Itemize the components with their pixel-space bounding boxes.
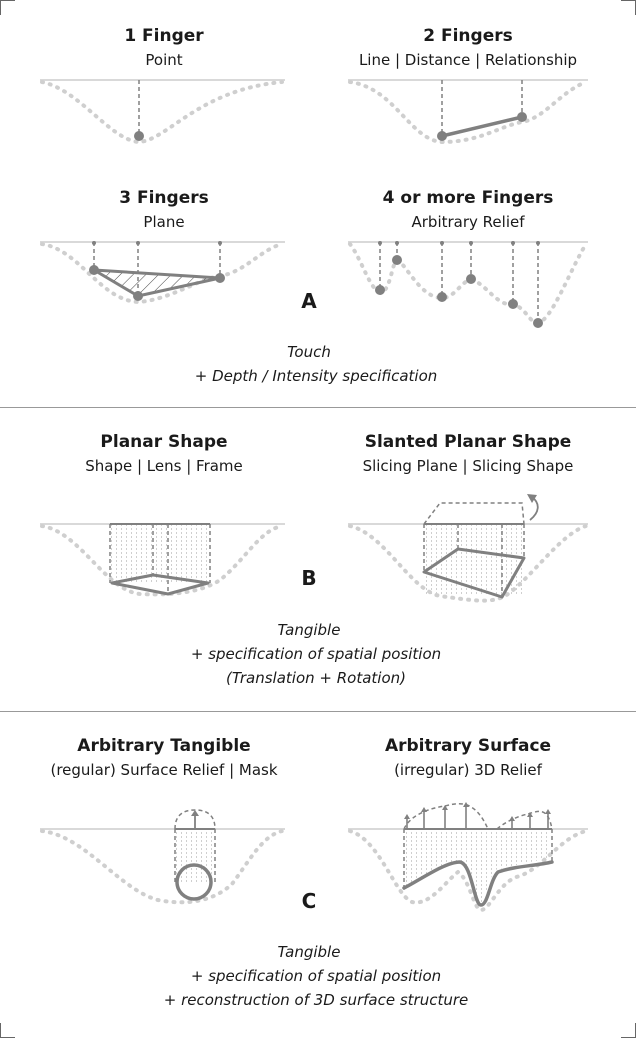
section-divider-2 bbox=[0, 711, 636, 712]
panel-title-1-finger: 1 Finger bbox=[124, 26, 204, 46]
touch-point bbox=[133, 291, 143, 301]
deformation-curve bbox=[40, 80, 284, 145]
contact-dot bbox=[92, 241, 96, 245]
deformation-curve bbox=[40, 524, 284, 597]
rotation-outline bbox=[423, 502, 525, 525]
touch-point bbox=[89, 265, 99, 275]
plane-triangle bbox=[92, 268, 222, 298]
touch-point bbox=[134, 131, 144, 141]
lift-outline-right bbox=[496, 810, 553, 830]
section-divider-1 bbox=[0, 407, 636, 408]
diagram-3-fingers bbox=[40, 241, 285, 305]
diagram-2-fingers bbox=[348, 79, 588, 145]
diagram-slanted-planar-shape bbox=[348, 494, 588, 603]
caption-a-line-2: + Depth / Intensity specification bbox=[194, 367, 438, 385]
section-letter-b: B bbox=[301, 566, 317, 590]
panel-subtitle-4-fingers: Arbitrary Relief bbox=[411, 213, 525, 231]
caption-b-line-3: (Translation + Rotation) bbox=[226, 669, 406, 687]
diagram-arbitrary-surface bbox=[348, 802, 588, 913]
panel-subtitle-planar-shape: Shape | Lens | Frame bbox=[85, 457, 243, 475]
section-letter-a: A bbox=[301, 289, 317, 313]
panel-subtitle-3-fingers: Plane bbox=[143, 213, 185, 231]
projection-lines bbox=[423, 524, 525, 597]
caption-c-line-1: Tangible bbox=[277, 943, 341, 961]
panel-subtitle-slanted-planar-shape: Slicing Plane | Slicing Shape bbox=[362, 457, 574, 475]
caption-c-line-3: + reconstruction of 3D surface structure bbox=[163, 991, 469, 1009]
corner-mark-top-left bbox=[0, 0, 15, 15]
panel-title-3-fingers: 3 Fingers bbox=[119, 188, 209, 208]
lift-arrowheads bbox=[404, 802, 551, 821]
projection-fill bbox=[404, 830, 550, 905]
panel-title-arbitrary-tangible: Arbitrary Tangible bbox=[77, 736, 251, 756]
caption-b-line-2: + specification of spatial position bbox=[190, 645, 442, 663]
rotation-arrowhead bbox=[527, 494, 537, 503]
touch-depth-lines bbox=[379, 242, 539, 323]
touch-points bbox=[375, 255, 543, 328]
lift-arrowhead bbox=[191, 810, 199, 816]
diagram-planar-shape bbox=[40, 523, 285, 597]
panel-title-2-fingers: 2 Fingers bbox=[423, 26, 513, 46]
panel-title-4-fingers: 4 or more Fingers bbox=[382, 188, 554, 208]
lift-arrows bbox=[406, 806, 549, 829]
panel-subtitle-1-finger: Point bbox=[145, 51, 183, 69]
diagram-4-fingers bbox=[348, 241, 588, 328]
panel-subtitle-arbitrary-tangible: (regular) Surface Relief | Mask bbox=[50, 761, 278, 779]
panel-subtitle-arbitrary-surface: (irregular) 3D Relief bbox=[394, 761, 542, 779]
touch-point bbox=[215, 273, 225, 283]
contact-dots bbox=[378, 241, 540, 245]
contact-dot bbox=[218, 241, 222, 245]
diagram-1-finger bbox=[40, 79, 285, 145]
caption-c-line-2: + specification of spatial position bbox=[190, 967, 442, 985]
projection-lines bbox=[109, 524, 211, 594]
panel-title-planar-shape: Planar Shape bbox=[100, 432, 228, 452]
distance-line bbox=[441, 115, 523, 138]
relief-curve bbox=[348, 242, 588, 325]
panel-title-arbitrary-surface: Arbitrary Surface bbox=[384, 736, 552, 756]
deformation-curve bbox=[348, 829, 588, 913]
deformation-curve bbox=[348, 80, 588, 145]
deformation-curve bbox=[348, 524, 588, 603]
surface-relief bbox=[402, 860, 554, 907]
planar-shape bbox=[110, 573, 210, 596]
contact-dot bbox=[136, 241, 140, 245]
diagram-arbitrary-tangible bbox=[40, 809, 285, 905]
deformation-curve bbox=[40, 829, 284, 905]
slanted-shape bbox=[422, 547, 526, 599]
touch-point bbox=[437, 131, 447, 141]
tangible-circle bbox=[175, 863, 213, 901]
caption-a-line-1: Touch bbox=[287, 343, 331, 361]
deformation-curve bbox=[40, 242, 284, 305]
caption-b-line-1: Tangible bbox=[277, 621, 341, 639]
panel-title-slanted-planar-shape: Slanted Planar Shape bbox=[364, 432, 572, 452]
panel-subtitle-2-fingers: Line | Distance | Relationship bbox=[358, 51, 578, 69]
projection-fill bbox=[110, 525, 210, 583]
section-letter-c: C bbox=[301, 889, 317, 913]
touch-point bbox=[517, 112, 527, 122]
